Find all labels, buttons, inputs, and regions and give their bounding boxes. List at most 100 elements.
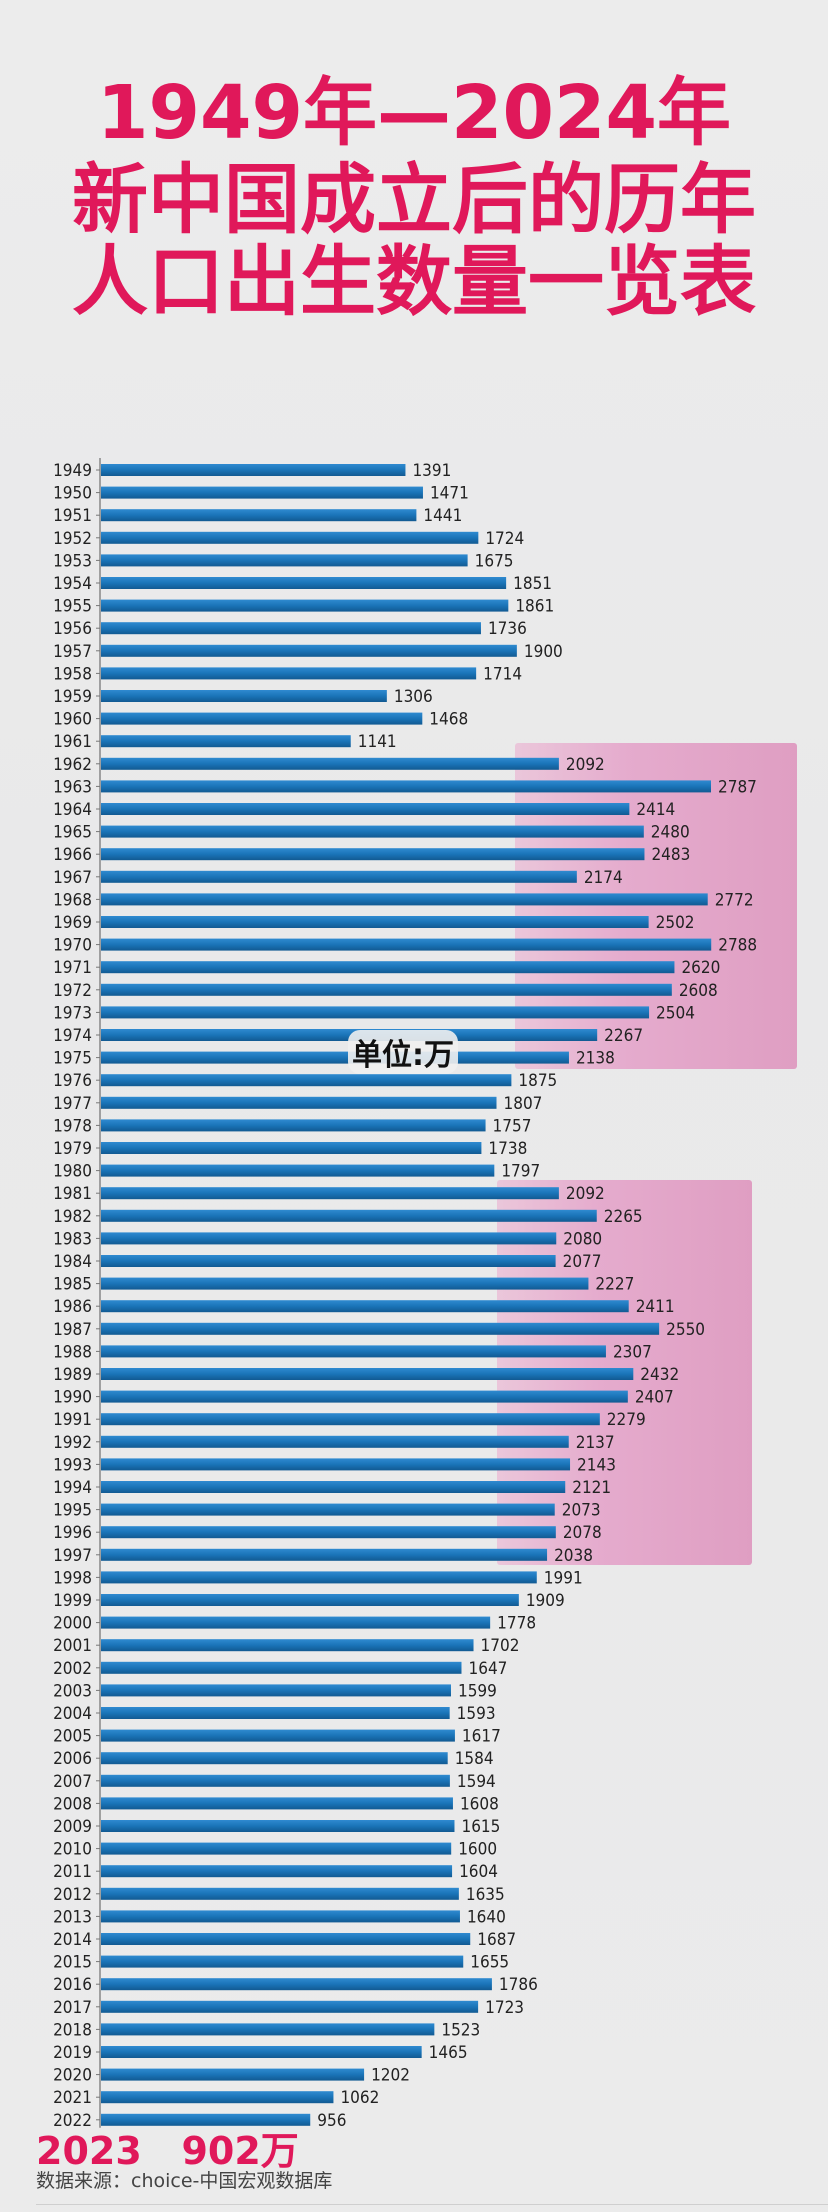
value-label-1952: 1724 [485,529,524,549]
bar-2021 [101,2091,334,2104]
y-tick-label: 2002 [53,1659,92,1679]
bar-1954 [101,577,507,589]
value-label-1983: 2080 [563,1229,602,1249]
value-label-2003: 1599 [458,1681,497,1701]
value-label-1974: 2267 [604,1026,643,1046]
bar-2004 [101,1707,450,1719]
y-tick-label: 1983 [53,1229,92,1249]
bar-1970 [101,938,712,951]
y-tick-label: 2018 [53,2020,92,2040]
value-label-2011: 1604 [459,1862,498,1882]
bar-1993 [101,1458,571,1471]
y-tick-label: 1999 [53,1591,92,1611]
bar-1988 [101,1345,606,1358]
y-tick-label: 1972 [53,981,92,1001]
y-tick-label: 1962 [53,755,92,775]
bar-1955 [101,599,509,612]
value-label-2012: 1635 [466,1885,505,1905]
y-tick-label: 1994 [53,1478,92,1498]
bar-1980 [101,1164,495,1177]
unit-label: 单位:万 [348,1030,458,1074]
y-tick-label: 1993 [53,1455,92,1475]
y-tick-label: 2010 [53,1840,92,1860]
value-label-1962: 2092 [566,755,605,775]
value-label-1987: 2550 [666,1320,705,1340]
bar-1965 [101,825,644,838]
value-label-1971: 2620 [681,958,720,978]
y-tick-label: 1990 [53,1388,92,1408]
y-tick-label: 1998 [53,1568,92,1588]
value-label-1955: 1861 [515,597,554,617]
y-tick-label: 1988 [53,1342,92,1362]
value-label-2014: 1687 [477,1930,516,1950]
y-tick-label: 1971 [53,958,92,978]
y-tick-label: 1959 [53,687,92,707]
bar-1953 [101,554,468,567]
value-label-1951: 1441 [423,506,462,526]
bar-1989 [101,1368,634,1380]
value-label-1982: 2265 [604,1207,643,1227]
y-tick-label: 2021 [53,2088,92,2108]
y-tick-label: 1995 [53,1501,92,1521]
y-tick-label: 2011 [53,1862,92,1882]
y-tick-label: 1965 [53,823,92,843]
value-label-2007: 1594 [457,1772,496,1792]
value-label-2017: 1723 [485,1998,524,2018]
value-label-1973: 2504 [656,1003,695,1023]
y-tick-label: 1973 [53,1003,92,1023]
bar-2017 [101,2000,479,2013]
bar-1996 [101,1526,556,1539]
value-label-1996: 2078 [563,1523,602,1543]
y-tick-label: 2012 [53,1885,92,1905]
bar-1949 [101,464,406,476]
y-tick-label: 1961 [53,732,92,752]
y-tick-label: 1974 [53,1026,92,1046]
bar-2015 [101,1955,464,1968]
bar-2016 [101,1978,492,1991]
y-tick-label: 1986 [53,1297,92,1317]
y-tick-label: 1991 [53,1410,92,1430]
y-tick-label: 2014 [53,1930,92,1950]
bar-1979 [101,1142,482,1154]
value-label-2016: 1786 [499,1975,538,1995]
bar-1995 [101,1503,555,1516]
y-tick-label: 2022 [53,2111,92,2131]
y-tick-label: 2001 [53,1636,92,1656]
y-tick-label: 2015 [53,1953,92,1973]
y-tick-label: 1996 [53,1523,92,1543]
bar-2008 [101,1797,453,1810]
y-tick-label: 1992 [53,1433,92,1453]
value-label-2004: 1593 [457,1704,496,1724]
bar-2006 [101,1752,448,1765]
bar-1968 [101,893,708,906]
y-tick-label: 1966 [53,845,92,865]
bar-1986 [101,1300,629,1313]
value-label-1964: 2414 [636,800,675,820]
y-tick-label: 1958 [53,664,92,684]
bar-1992 [101,1435,569,1448]
y-tick-label: 2004 [53,1704,92,1724]
value-label-1961: 1141 [358,732,397,752]
bar-1981 [101,1187,559,1200]
bar-1977 [101,1096,497,1109]
y-tick-label: 1982 [53,1207,92,1227]
value-label-1999: 1909 [526,1591,565,1611]
y-tick-label: 2008 [53,1794,92,1814]
value-label-1993: 2143 [577,1455,616,1475]
y-tick-label: 2013 [53,1907,92,1927]
value-label-1976: 1875 [518,1071,557,1091]
value-label-2002: 1647 [468,1659,507,1679]
value-label-1991: 2279 [607,1410,646,1430]
value-label-1979: 1738 [488,1139,527,1159]
value-label-1980: 1797 [501,1162,540,1182]
y-tick-label: 1997 [53,1546,92,1566]
y-tick-label: 1968 [53,890,92,910]
y-tick-label: 1978 [53,1116,92,1136]
bar-1960 [101,712,423,725]
value-label-2022: 956 [317,2111,346,2131]
data-source: 数据来源：choice-中国宏观数据库 [36,2170,333,2192]
value-label-2008: 1608 [460,1794,499,1814]
bar-2002 [101,1661,462,1674]
y-tick-label: 1980 [53,1162,92,1182]
y-tick-label: 1952 [53,529,92,549]
